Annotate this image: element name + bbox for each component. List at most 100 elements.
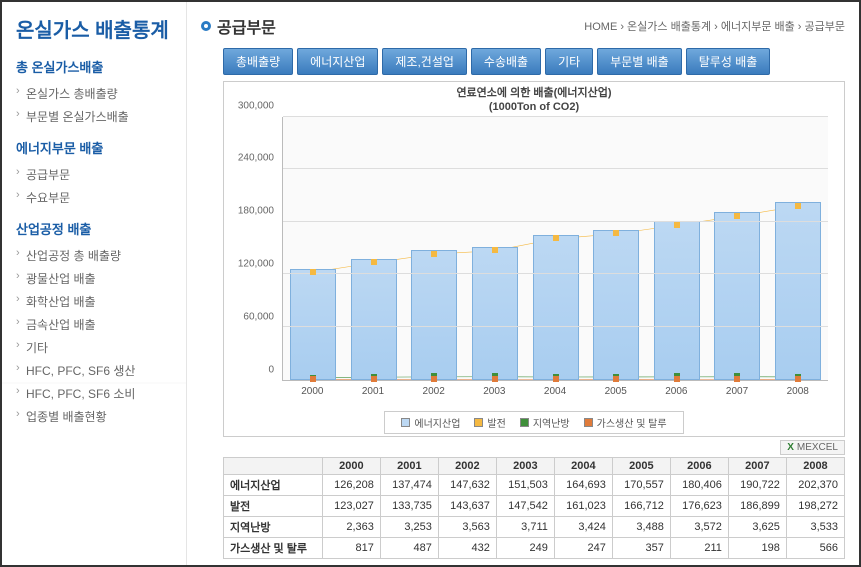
marker	[734, 213, 740, 219]
marker	[674, 222, 680, 228]
sidebar-item[interactable]: 부문별 온실가스배출	[16, 105, 186, 128]
marker	[431, 376, 437, 382]
bullet-icon	[201, 21, 211, 31]
table-cell: 186,899	[728, 495, 786, 516]
sidebar: 온실가스 배출통계 총 온실가스배출온실가스 총배출량부문별 온실가스배출에너지…	[2, 2, 187, 565]
table-row: 지역난방2,3633,2533,5633,7113,4243,4883,5723…	[224, 516, 845, 537]
bar	[351, 259, 397, 380]
legend-item: 가스생산 및 탈루	[584, 415, 667, 430]
tab[interactable]: 총배출량	[223, 48, 293, 75]
x-tick: 2003	[464, 386, 525, 397]
table-cell: 147,542	[496, 495, 554, 516]
x-tick: 2004	[525, 386, 586, 397]
sidebar-item[interactable]: 공급부문	[16, 163, 186, 186]
table-cell: 3,625	[728, 516, 786, 537]
tab[interactable]: 부문별 배출	[597, 48, 682, 75]
table-cell: 198,272	[786, 495, 844, 516]
x-tick: 2000	[282, 386, 343, 397]
legend-item: 발전	[474, 415, 505, 430]
tab[interactable]: 제조,건설업	[382, 48, 467, 75]
sidebar-item[interactable]: HFC, PFC, SF6 소비	[16, 382, 186, 405]
sidebar-heading[interactable]: 에너지부문 배출	[16, 138, 186, 157]
table-cell: 3,533	[786, 516, 844, 537]
y-tick: 180,000	[238, 206, 274, 217]
y-tick: 0	[268, 364, 274, 375]
table-cell: 247	[554, 537, 612, 558]
y-tick: 300,000	[238, 100, 274, 111]
y-tick: 240,000	[238, 153, 274, 164]
excel-icon: X	[787, 442, 794, 453]
table-cell: 566	[786, 537, 844, 558]
table-cell: 123,027	[322, 495, 380, 516]
sidebar-item[interactable]: 수요부문	[16, 186, 186, 209]
table-cell: 3,572	[670, 516, 728, 537]
sidebar-item[interactable]: 산업공정 총 배출량	[16, 244, 186, 267]
marker	[613, 376, 619, 382]
y-axis: 060,000120,000180,000240,000300,000	[234, 117, 278, 381]
sidebar-heading[interactable]: 산업공정 배출	[16, 219, 186, 238]
table-cell: 198	[728, 537, 786, 558]
bar	[714, 212, 760, 379]
sidebar-item[interactable]: HFC, PFC, SF6 생산	[16, 359, 186, 382]
sidebar-item[interactable]: 기타	[16, 336, 186, 359]
marker	[795, 203, 801, 209]
sidebar-item[interactable]: 금속산업 배출	[16, 313, 186, 336]
page-title-text: 공급부문	[217, 14, 276, 38]
tab[interactable]: 탈루성 배출	[686, 48, 771, 75]
sidebar-title: 온실가스 배출통계	[16, 14, 186, 43]
table-header: 2003	[496, 457, 554, 474]
x-tick: 2001	[343, 386, 404, 397]
bar	[411, 250, 457, 379]
table-cell: 151,503	[496, 474, 554, 495]
x-tick: 2005	[585, 386, 646, 397]
sidebar-heading[interactable]: 총 온실가스배출	[16, 57, 186, 76]
marker	[795, 376, 801, 382]
table-header	[224, 457, 323, 474]
x-tick: 2006	[646, 386, 707, 397]
page-title: 공급부문	[201, 14, 276, 38]
table-cell: 190,722	[728, 474, 786, 495]
x-tick: 2007	[707, 386, 768, 397]
tab[interactable]: 기타	[545, 48, 593, 75]
legend: 에너지산업 발전 지역난방 가스생산 및 탈루	[384, 411, 683, 434]
table-header: 2001	[380, 457, 438, 474]
row-label: 가스생산 및 탈루	[224, 537, 323, 558]
table-cell: 3,253	[380, 516, 438, 537]
chart-title-1: 연료연소에 의한 배출(에너지산업)	[234, 86, 834, 100]
bar	[654, 221, 700, 379]
row-label: 지역난방	[224, 516, 323, 537]
table-cell: 211	[670, 537, 728, 558]
table-header: 2000	[322, 457, 380, 474]
table-row: 에너지산업126,208137,474147,632151,503164,693…	[224, 474, 845, 495]
legend-item: 에너지산업	[401, 415, 460, 430]
bars	[283, 117, 828, 380]
sidebar-item[interactable]: 광물산업 배출	[16, 267, 186, 290]
table-cell: 166,712	[612, 495, 670, 516]
marker	[734, 376, 740, 382]
table-cell: 3,424	[554, 516, 612, 537]
sidebar-item[interactable]: 온실가스 총배출량	[16, 82, 186, 105]
bar	[533, 235, 579, 379]
table-cell: 126,208	[322, 474, 380, 495]
table-header: 2006	[670, 457, 728, 474]
marker	[613, 230, 619, 236]
table-cell: 170,557	[612, 474, 670, 495]
tab[interactable]: 수송배출	[471, 48, 541, 75]
table-cell: 137,474	[380, 474, 438, 495]
table-header: 2005	[612, 457, 670, 474]
excel-button[interactable]: X MEXCEL	[780, 440, 845, 455]
table-header: 2007	[728, 457, 786, 474]
bar	[593, 230, 639, 380]
table-cell: 3,563	[438, 516, 496, 537]
sidebar-item[interactable]: 화학산업 배출	[16, 290, 186, 313]
table-cell: 164,693	[554, 474, 612, 495]
table-cell: 2,363	[322, 516, 380, 537]
table-cell: 357	[612, 537, 670, 558]
table-cell: 133,735	[380, 495, 438, 516]
table-cell: 147,632	[438, 474, 496, 495]
tab[interactable]: 에너지산업	[297, 48, 378, 75]
sidebar-item[interactable]: 업종별 배출현황	[16, 405, 186, 428]
marker	[431, 251, 437, 257]
breadcrumb: HOME › 온실가스 배출통계 › 에너지부문 배출 › 공급부문	[584, 18, 845, 34]
legend-item: 지역난방	[520, 415, 570, 430]
